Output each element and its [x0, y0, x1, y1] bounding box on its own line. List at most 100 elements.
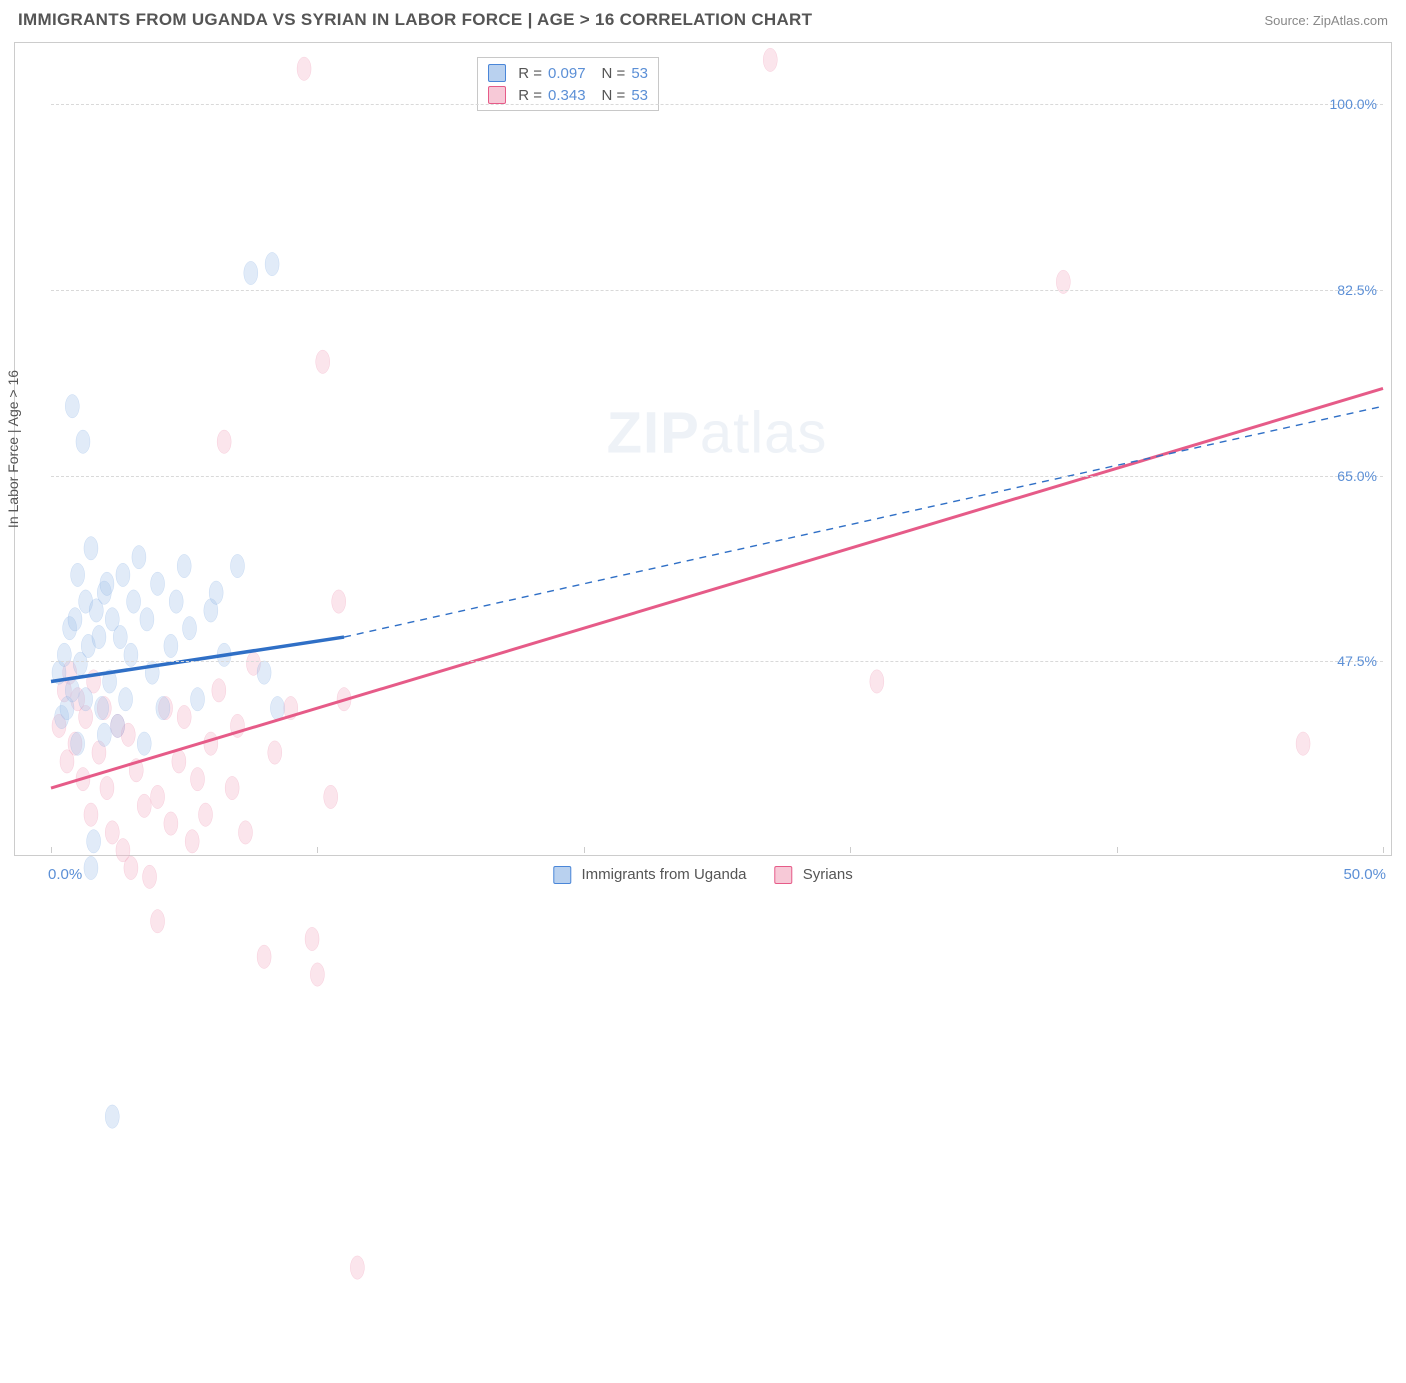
data-point	[1296, 732, 1310, 755]
swatch-uganda-icon	[553, 866, 571, 884]
data-point	[65, 395, 79, 418]
data-point	[137, 794, 151, 817]
data-point	[124, 643, 138, 666]
data-point	[246, 652, 260, 675]
correlation-legend: R = 0.097 N = 53 R = 0.343 N = 53	[477, 57, 659, 111]
data-point	[225, 776, 239, 799]
data-point	[199, 803, 213, 826]
data-point	[337, 688, 351, 711]
data-point	[81, 634, 95, 657]
data-point	[217, 643, 231, 666]
data-point	[145, 661, 159, 684]
data-point	[230, 554, 244, 577]
data-point	[105, 821, 119, 844]
data-point	[151, 785, 165, 808]
legend-label-uganda: Immigrants from Uganda	[581, 866, 746, 883]
x-tick	[584, 847, 585, 853]
data-point	[204, 599, 218, 622]
data-point	[132, 545, 146, 568]
gridline	[51, 104, 1383, 105]
legend-r-value-uganda: 0.097	[548, 65, 586, 82]
data-point	[68, 608, 82, 631]
legend-n-label: N =	[602, 87, 626, 104]
series-legend: Immigrants from Uganda Syrians	[553, 866, 852, 884]
data-point	[52, 714, 66, 737]
data-point	[95, 696, 109, 719]
data-point	[65, 679, 79, 702]
legend-item-syrian: Syrians	[775, 866, 853, 884]
y-tick-label: 47.5%	[1337, 653, 1377, 669]
legend-r-label: R =	[518, 87, 542, 104]
data-point	[111, 714, 125, 737]
gridline	[51, 290, 1383, 291]
data-point	[76, 767, 90, 790]
data-point	[143, 865, 157, 888]
data-point	[159, 696, 173, 719]
watermark-atlas: atlas	[700, 401, 828, 466]
data-point	[204, 732, 218, 755]
data-point	[71, 688, 85, 711]
data-point	[124, 856, 138, 879]
data-point	[116, 839, 130, 862]
data-point	[137, 732, 151, 755]
data-point	[151, 572, 165, 595]
data-point	[316, 350, 330, 373]
data-point	[151, 910, 165, 933]
data-point	[84, 856, 98, 879]
data-point	[71, 563, 85, 586]
data-point	[332, 590, 346, 613]
chart-frame: In Labor Force | Age > 16 ZIPatlas R = 0…	[14, 42, 1392, 856]
data-point	[100, 776, 114, 799]
legend-row-syrian: R = 0.343 N = 53	[484, 84, 652, 106]
data-point	[191, 767, 205, 790]
data-point	[92, 625, 106, 648]
data-point	[169, 590, 183, 613]
data-point	[100, 572, 114, 595]
data-point	[63, 661, 77, 684]
data-point	[284, 696, 298, 719]
data-point	[324, 785, 338, 808]
data-point	[113, 625, 127, 648]
data-point	[140, 608, 154, 631]
data-point	[87, 670, 101, 693]
data-point	[71, 732, 85, 755]
data-point	[244, 261, 258, 284]
data-point	[870, 670, 884, 693]
data-point	[119, 688, 133, 711]
data-point	[268, 741, 282, 764]
x-axis-min-label: 0.0%	[48, 866, 82, 883]
data-point	[55, 705, 69, 728]
data-point	[84, 803, 98, 826]
data-point	[97, 723, 111, 746]
data-point	[73, 652, 87, 675]
source-link[interactable]: ZipAtlas.com	[1313, 13, 1388, 28]
data-point	[79, 705, 93, 728]
data-point	[185, 830, 199, 853]
legend-row-uganda: R = 0.097 N = 53	[484, 62, 652, 84]
data-point	[79, 688, 93, 711]
data-point	[297, 57, 311, 80]
data-point	[68, 732, 82, 755]
data-point	[177, 705, 191, 728]
x-tick	[850, 847, 851, 853]
data-point	[230, 714, 244, 737]
legend-n-value-syrian: 53	[631, 87, 648, 104]
data-point	[60, 696, 74, 719]
chart-title: IMMIGRANTS FROM UGANDA VS SYRIAN IN LABO…	[18, 10, 812, 30]
legend-n-label: N =	[602, 65, 626, 82]
data-point	[121, 723, 135, 746]
data-point	[265, 252, 279, 275]
data-point	[763, 48, 777, 71]
trend-line-extrapolated	[344, 406, 1383, 637]
legend-label-syrian: Syrians	[803, 866, 853, 883]
data-point	[164, 634, 178, 657]
data-point	[270, 696, 284, 719]
swatch-syrian-icon	[488, 86, 506, 104]
x-tick	[1117, 847, 1118, 853]
legend-n-value-uganda: 53	[631, 65, 648, 82]
x-axis-max-label: 50.0%	[1343, 866, 1386, 883]
data-point	[92, 741, 106, 764]
watermark: ZIPatlas	[607, 400, 828, 467]
legend-r-label: R =	[518, 65, 542, 82]
data-point	[127, 590, 141, 613]
